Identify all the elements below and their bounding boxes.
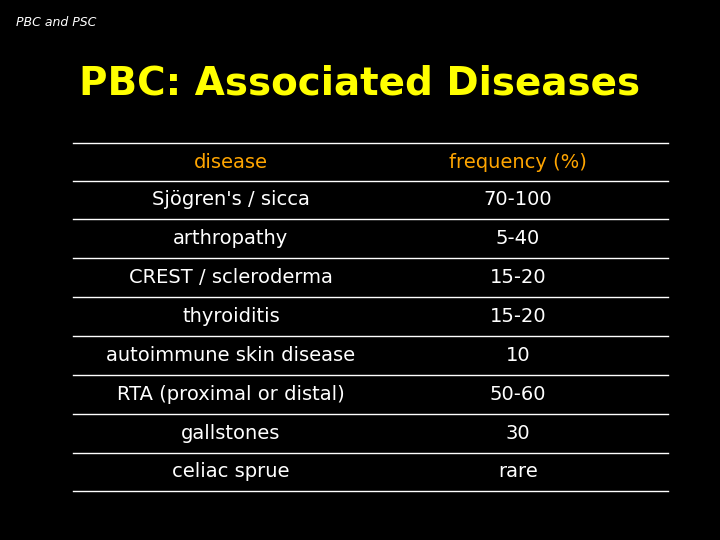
Text: 70-100: 70-100 [483, 190, 552, 210]
Text: rare: rare [498, 462, 538, 482]
Text: disease: disease [194, 152, 268, 172]
Text: 15-20: 15-20 [490, 268, 546, 287]
Text: 5-40: 5-40 [495, 229, 540, 248]
Text: 10: 10 [505, 346, 530, 365]
Text: autoimmune skin disease: autoimmune skin disease [107, 346, 356, 365]
Text: celiac sprue: celiac sprue [172, 462, 289, 482]
Text: 50-60: 50-60 [490, 384, 546, 404]
Text: CREST / scleroderma: CREST / scleroderma [129, 268, 333, 287]
Text: Sjögren's / sicca: Sjögren's / sicca [152, 190, 310, 210]
Text: 30: 30 [505, 423, 530, 443]
Text: RTA (proximal or distal): RTA (proximal or distal) [117, 384, 345, 404]
Text: arthropathy: arthropathy [174, 229, 289, 248]
Text: PBC and PSC: PBC and PSC [16, 16, 96, 29]
Text: 15-20: 15-20 [490, 307, 546, 326]
Text: gallstones: gallstones [181, 423, 281, 443]
Text: PBC: Associated Diseases: PBC: Associated Diseases [79, 65, 641, 103]
Text: frequency (%): frequency (%) [449, 152, 587, 172]
Text: thyroiditis: thyroiditis [182, 307, 280, 326]
